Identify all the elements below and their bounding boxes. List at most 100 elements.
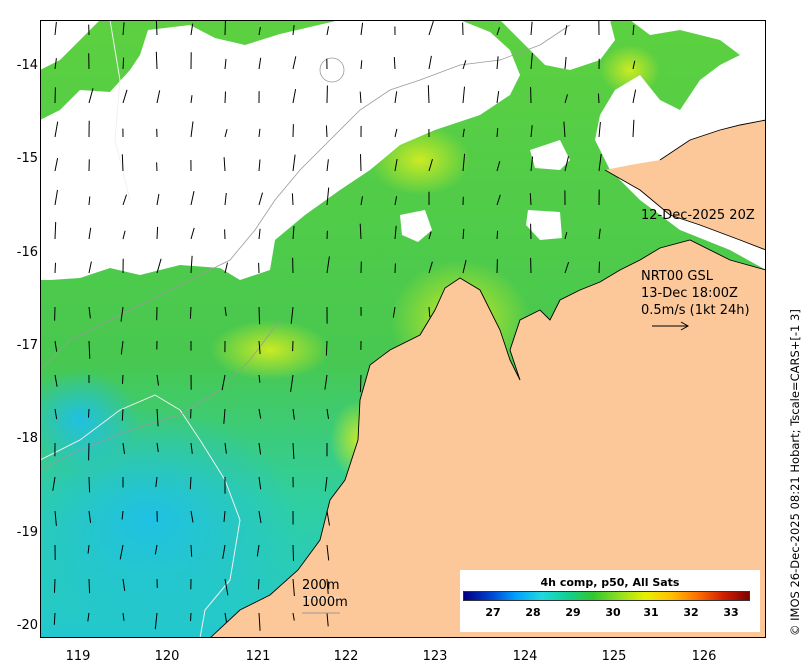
current-vector bbox=[156, 374, 159, 386]
current-vector bbox=[54, 221, 57, 240]
current-vector bbox=[190, 23, 194, 36]
y-tick-label: -14 bbox=[16, 58, 38, 73]
current-vector bbox=[119, 544, 124, 560]
current-vector bbox=[122, 230, 126, 240]
current-vector bbox=[326, 159, 329, 172]
current-vector bbox=[564, 56, 567, 70]
cool-pool bbox=[40, 370, 140, 470]
current-vector bbox=[564, 231, 568, 240]
current-vector bbox=[189, 476, 192, 490]
current-vector bbox=[598, 121, 601, 138]
current-vector bbox=[154, 612, 158, 630]
current-vector bbox=[393, 56, 396, 70]
current-vector bbox=[190, 227, 195, 240]
current-vector bbox=[258, 306, 261, 325]
current-vector bbox=[632, 89, 637, 104]
current-vector bbox=[54, 578, 56, 593]
current-vector bbox=[156, 258, 162, 274]
current-vector bbox=[190, 442, 193, 454]
current-vector bbox=[221, 374, 226, 391]
current-vector bbox=[120, 306, 124, 322]
y-tick-label: -18 bbox=[16, 431, 38, 446]
x-tick-label: 120 bbox=[154, 649, 180, 664]
x-tick-label: 125 bbox=[601, 649, 627, 664]
current-vector bbox=[292, 154, 296, 172]
x-tick-label: 121 bbox=[245, 649, 271, 664]
colorbar-label: 30 bbox=[605, 606, 621, 619]
current-vector bbox=[394, 196, 398, 206]
colorbar-panel bbox=[460, 570, 760, 632]
current-vector bbox=[462, 128, 465, 138]
current-vector bbox=[428, 306, 431, 318]
current-vector bbox=[325, 125, 328, 138]
colorbar-label: 27 bbox=[485, 606, 501, 619]
current-vector bbox=[190, 95, 193, 104]
current-vector bbox=[394, 128, 398, 138]
current-vector bbox=[88, 578, 91, 594]
y-tick-label: -16 bbox=[16, 245, 38, 260]
current-vector bbox=[224, 20, 226, 36]
current-vector bbox=[496, 160, 501, 172]
current-vector bbox=[258, 612, 261, 631]
current-vector bbox=[326, 408, 329, 419]
current-vector bbox=[462, 60, 467, 70]
current-vector bbox=[224, 58, 227, 70]
current-vector bbox=[360, 196, 363, 206]
current-vector bbox=[428, 55, 432, 70]
current-vector bbox=[326, 26, 330, 36]
current-vector bbox=[190, 612, 192, 622]
current-vector bbox=[326, 544, 330, 561]
current-vector bbox=[632, 24, 635, 36]
cloud-mask bbox=[526, 210, 562, 240]
current-vector bbox=[156, 90, 161, 104]
current-vector bbox=[324, 476, 328, 492]
current-vector bbox=[88, 227, 92, 240]
current-vector bbox=[54, 374, 58, 387]
current-vector bbox=[258, 476, 262, 490]
current-vector bbox=[121, 154, 124, 172]
current-vector bbox=[360, 60, 363, 70]
current-vector bbox=[156, 226, 159, 240]
coastline bbox=[604, 119, 766, 251]
current-vector bbox=[258, 57, 262, 70]
current-vector bbox=[291, 193, 294, 206]
current-vector bbox=[359, 374, 362, 393]
current-vector bbox=[462, 86, 465, 104]
current-vector bbox=[632, 60, 636, 70]
current-vector bbox=[324, 374, 328, 390]
current-vector bbox=[292, 544, 294, 561]
current-vector bbox=[155, 20, 158, 36]
current-vector bbox=[392, 306, 396, 318]
current-vector bbox=[256, 544, 260, 557]
cloud-mask bbox=[40, 20, 520, 280]
current-vector bbox=[87, 544, 90, 554]
y-tick-label: -19 bbox=[16, 525, 38, 540]
cloud-mask bbox=[500, 20, 615, 70]
land-mass bbox=[210, 240, 766, 638]
current-vector bbox=[496, 194, 501, 206]
current-vector bbox=[121, 408, 124, 421]
current-vector bbox=[496, 230, 499, 240]
colorbar-label: 28 bbox=[525, 606, 541, 619]
current-vector bbox=[258, 510, 262, 524]
current-vector bbox=[224, 192, 227, 206]
current-vector bbox=[88, 510, 92, 523]
colorbar-label: 31 bbox=[643, 606, 659, 619]
current-vector bbox=[222, 544, 226, 559]
current-vector bbox=[359, 91, 362, 104]
current-vector bbox=[428, 20, 434, 36]
current-vector bbox=[326, 578, 329, 594]
current-vector bbox=[156, 194, 160, 206]
current-vector bbox=[258, 408, 262, 419]
current-vector bbox=[462, 259, 467, 274]
current-vector bbox=[122, 57, 125, 70]
current-vector bbox=[597, 93, 600, 104]
current-vector bbox=[54, 408, 58, 420]
current-vector bbox=[190, 255, 193, 274]
current-vector bbox=[529, 193, 532, 206]
current-vector bbox=[224, 578, 229, 596]
current-vector bbox=[496, 128, 499, 138]
current-vector bbox=[122, 194, 127, 206]
current-vector bbox=[598, 261, 600, 274]
current-vector bbox=[530, 125, 533, 138]
